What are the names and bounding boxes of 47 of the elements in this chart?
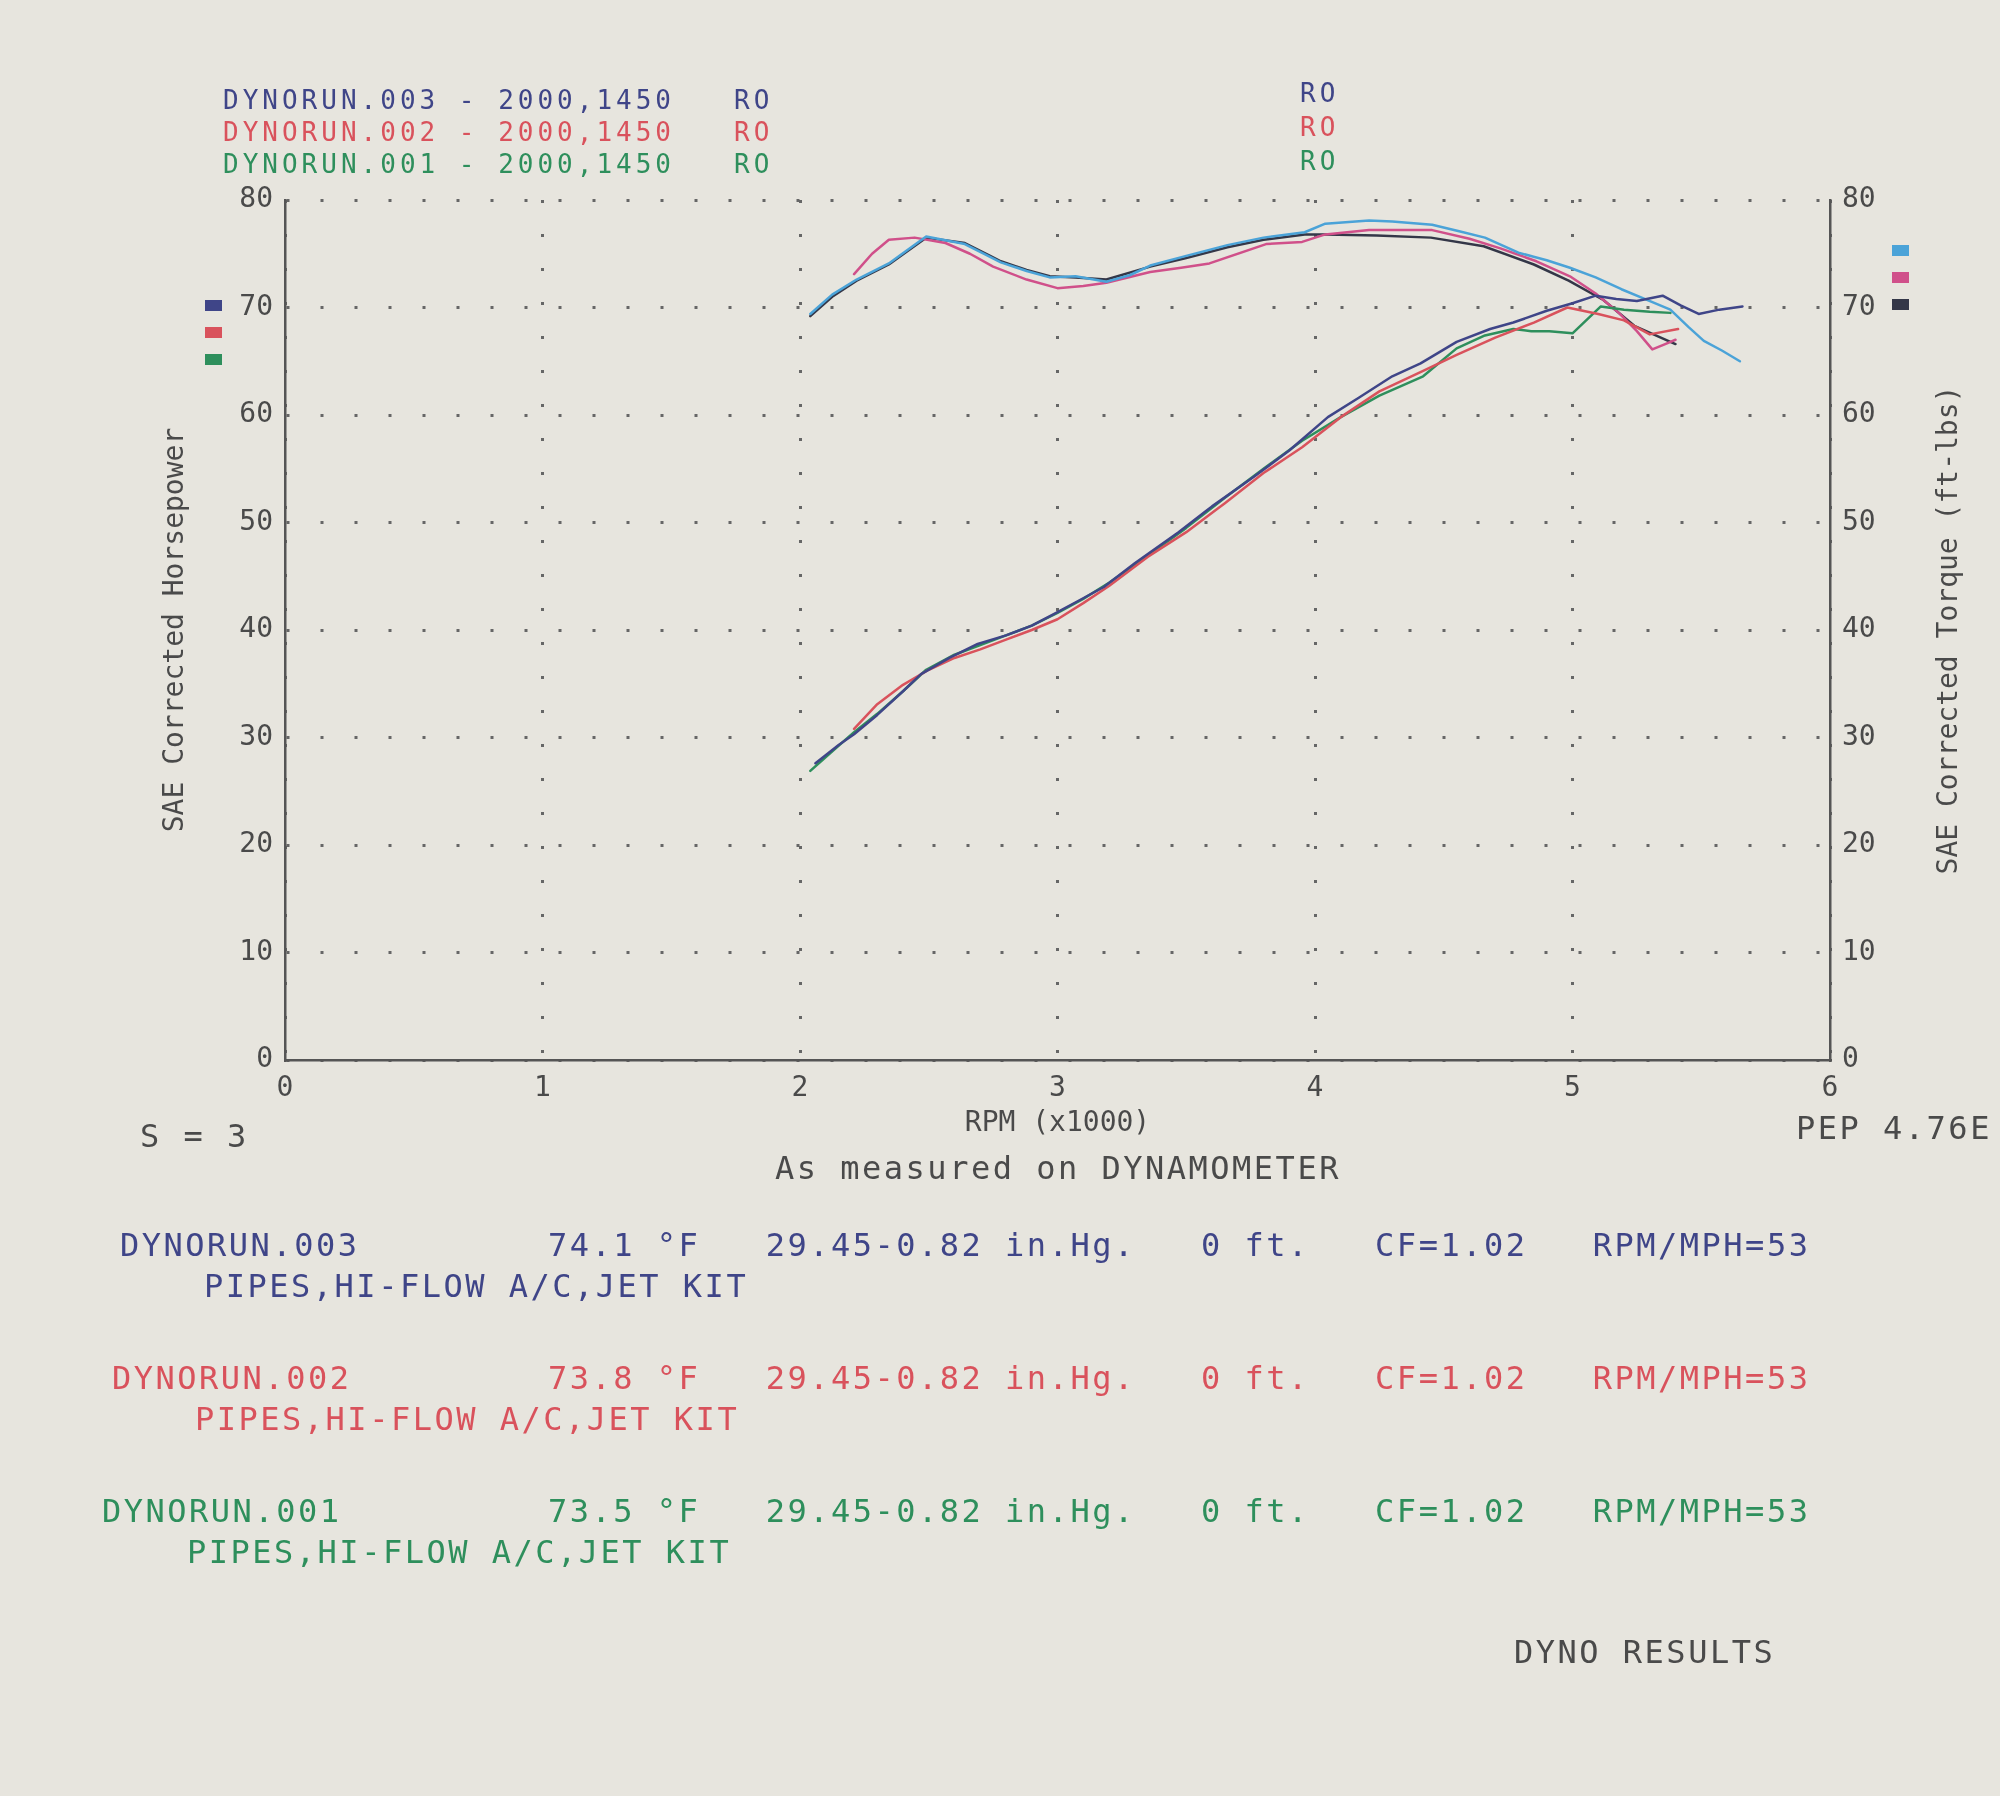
y-tick-label: 70: [239, 288, 273, 322]
text: DYNORUN.003: [120, 1226, 360, 1264]
y2-tick-label: 80: [1842, 181, 1876, 215]
y2-axis-title: SAE Corrected Torque (ft-lbs): [1930, 385, 1964, 875]
x-tick-label: 5: [1564, 1070, 1581, 1104]
text: DYNORUN.002 - 2000,1450 RO: [223, 116, 774, 148]
text: PEP 4.76E: [1796, 1109, 1992, 1147]
y2-tick-label: 10: [1842, 933, 1876, 967]
y2-tick-label: 40: [1842, 611, 1876, 645]
y-tick-label: 80: [239, 181, 273, 215]
y2-tick-label: 0: [1842, 1041, 1859, 1075]
text: RO: [1300, 112, 1340, 142]
text: 74.1 °F 29.45-0.82 in.Hg. 0 ft. CF=1.02 RPM/MPH=53: [548, 1226, 1811, 1264]
y2-tick-label: 50: [1842, 503, 1876, 537]
y-tick-label: 30: [239, 718, 273, 752]
text: As measured on DYNAMOMETER: [775, 1149, 1341, 1187]
text: RO: [1300, 146, 1340, 176]
text: DYNORUN.001 - 2000,1450 RO: [223, 148, 774, 180]
text: RO: [1300, 78, 1340, 108]
text: PIPES,HI-FLOW A/C,JET KIT: [187, 1533, 732, 1571]
text: DYNORUN.003 - 2000,1450 RO: [223, 84, 774, 116]
y2-tick-label: 20: [1842, 826, 1876, 860]
x-axis-title: RPM (x1000): [964, 1105, 1151, 1139]
y-tick-label: 60: [239, 396, 273, 430]
x-tick-label: 2: [791, 1070, 809, 1104]
y2-tick-label: 60: [1842, 396, 1876, 430]
text: PIPES,HI-FLOW A/C,JET KIT: [204, 1267, 749, 1305]
y2-tick-label: 70: [1842, 288, 1876, 322]
text: 73.8 °F 29.45-0.82 in.Hg. 0 ft. CF=1.02 RPM/MPH=53: [548, 1359, 1811, 1397]
x-tick-label: 1: [534, 1070, 551, 1104]
y-tick-label: 50: [239, 503, 273, 537]
y-tick-label: 0: [256, 1041, 273, 1075]
x-tick-label: 3: [1049, 1070, 1066, 1104]
y-tick-label: 40: [239, 611, 273, 645]
y2-tick-label: 30: [1842, 718, 1876, 752]
text: DYNORUN.002: [112, 1359, 352, 1397]
text: PIPES,HI-FLOW A/C,JET KIT: [195, 1400, 740, 1438]
y-axis-title: SAE Corrected Horsepower: [157, 427, 191, 833]
text: DYNO RESULTS: [1514, 1633, 1776, 1671]
x-tick-label: 0: [276, 1070, 294, 1104]
text: 73.5 °F 29.45-0.82 in.Hg. 0 ft. CF=1.02 RPM/MPH=53: [548, 1492, 1811, 1530]
y-tick-label: 20: [239, 826, 273, 860]
text: S = 3: [140, 1117, 249, 1155]
text: DYNORUN.001: [102, 1492, 342, 1530]
x-tick-label: 6: [1821, 1070, 1839, 1104]
y-tick-label: 10: [239, 933, 273, 967]
x-tick-label: 4: [1306, 1070, 1324, 1104]
